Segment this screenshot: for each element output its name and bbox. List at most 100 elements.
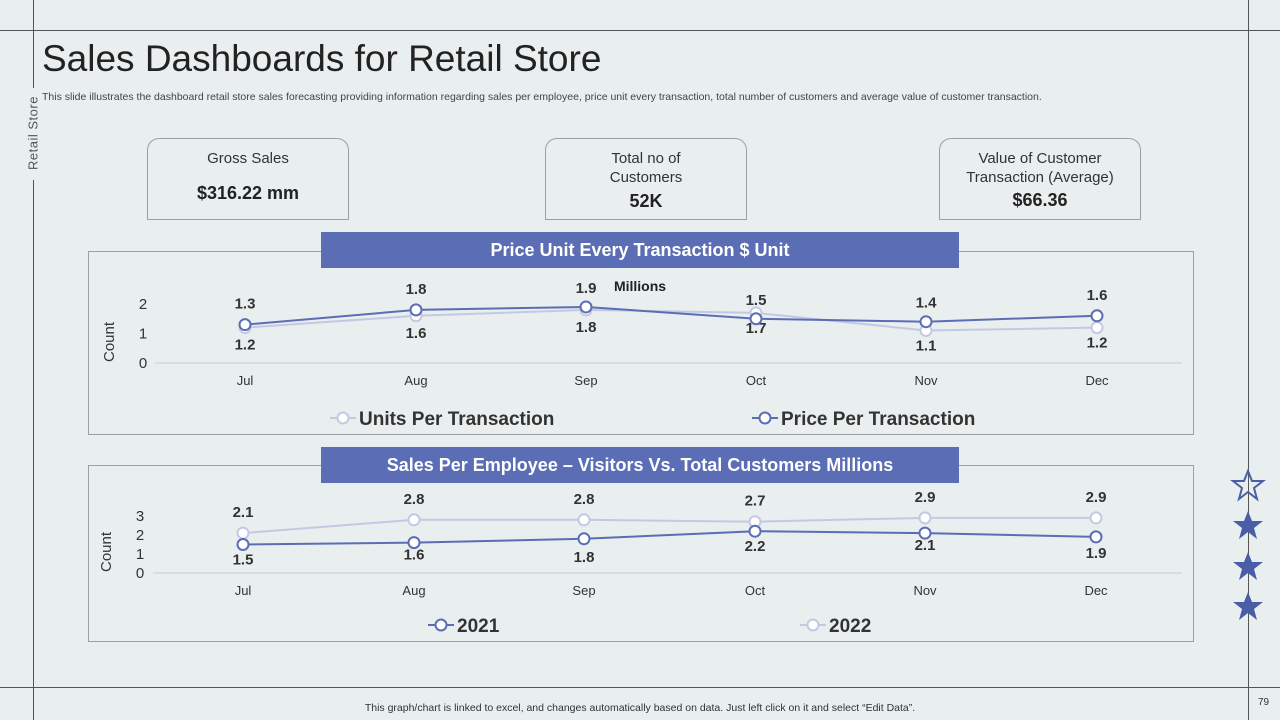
data-label: 1.2 — [235, 337, 256, 354]
x-tick-label: Oct — [746, 373, 767, 388]
x-tick-label: Sep — [574, 373, 597, 388]
kpi-value: $316.22 mm — [196, 183, 300, 203]
kpi-total-customers: Total no of Customers 52K — [545, 138, 747, 220]
chart-banner-price-unit: Price Unit Every Transaction $ Unit — [321, 232, 959, 268]
data-point — [577, 532, 591, 546]
y-tick-label: 0 — [139, 355, 147, 372]
data-label: 1.6 — [404, 547, 425, 564]
star-icon — [1233, 592, 1263, 620]
kpi-label: Total no of Customers — [609, 150, 683, 186]
series-line-price-per-transaction — [244, 305, 1098, 326]
data-label: 1.9 — [1086, 545, 1107, 562]
data-point — [236, 538, 250, 551]
x-tick-label: Oct — [745, 583, 766, 598]
data-point — [236, 526, 250, 540]
data-label: 2.9 — [915, 489, 936, 506]
page-number: 79 — [1258, 697, 1270, 708]
star-outline-icon — [1230, 468, 1266, 502]
frame-bottom-line — [0, 687, 1280, 688]
chart-banner-sales-employee: Sales Per Employee – Visitors Vs. Total … — [321, 447, 959, 483]
data-point — [918, 511, 932, 525]
chart-note: Millions — [614, 278, 666, 294]
data-label: 1.6 — [406, 325, 427, 342]
data-label: 1.6 — [1087, 287, 1108, 304]
y-tick-label: 3 — [136, 508, 144, 525]
data-point — [579, 300, 593, 314]
data-label: 2.2 — [745, 538, 766, 555]
data-label: 1.5 — [746, 292, 767, 309]
data-label: 1.8 — [576, 319, 597, 336]
x-tick-label: Jul — [235, 583, 252, 598]
kpi-label: Gross Sales — [207, 150, 289, 167]
data-label: 2.8 — [404, 491, 425, 508]
x-tick-label: Aug — [402, 583, 425, 598]
kpi-label: Value of Customer Transaction (Average) — [966, 150, 1114, 186]
y-axis-label: Count — [101, 321, 118, 362]
footer-note: This graph/chart is linked to excel, and… — [364, 702, 916, 714]
data-point — [919, 315, 933, 329]
kpi-gross-sales: Gross Sales $316.22 mm — [147, 138, 349, 220]
x-tick-label: Dec — [1085, 373, 1109, 388]
data-point — [577, 513, 591, 527]
data-label: 2.9 — [1086, 489, 1107, 506]
legend-label: 2021 — [457, 616, 500, 637]
data-point — [238, 318, 252, 332]
star-icon — [1233, 511, 1263, 539]
x-tick-label: Jul — [237, 373, 254, 388]
data-label: 1.3 — [235, 296, 256, 313]
x-tick-label: Sep — [572, 583, 595, 598]
kpi-value: $66.36 — [1012, 190, 1068, 210]
chart-panel-price-unit — [88, 251, 1194, 435]
data-point — [749, 312, 763, 326]
data-point — [407, 513, 421, 527]
data-point — [1089, 511, 1103, 525]
legend-marker — [434, 618, 448, 632]
data-label: 1.5 — [233, 552, 254, 569]
legend-marker — [758, 411, 772, 425]
data-point — [918, 526, 932, 540]
x-tick-label: Nov — [914, 373, 938, 388]
frame-left-line-top — [33, 0, 34, 88]
data-point — [407, 536, 421, 550]
series-line-2022 — [242, 516, 1096, 535]
data-label: 2.7 — [745, 493, 766, 510]
page-subtitle: This slide illustrates the dashboard ret… — [42, 91, 1042, 103]
data-label: 2.1 — [915, 537, 936, 554]
data-label: 1.7 — [746, 320, 767, 337]
series-line-units-per-transaction — [244, 308, 1098, 332]
data-label: 1.1 — [916, 338, 937, 355]
data-label: 2.1 — [233, 504, 254, 521]
legend-marker — [806, 618, 820, 632]
kpi-avg-transaction: Value of Customer Transaction (Average) … — [939, 138, 1141, 220]
data-label: 1.4 — [916, 295, 938, 312]
data-label: 2.8 — [574, 491, 595, 508]
legend-label: Units Per Transaction — [359, 409, 554, 430]
data-point — [1090, 309, 1104, 323]
data-point — [1089, 530, 1103, 544]
data-point — [748, 524, 762, 538]
y-tick-label: 2 — [139, 296, 147, 313]
frame-left-line-bottom — [33, 180, 34, 720]
y-tick-label: 2 — [136, 527, 144, 544]
star-icon — [1233, 552, 1263, 580]
y-axis-label: Count — [98, 531, 115, 572]
legend-label: 2022 — [829, 616, 871, 637]
data-label: 1.8 — [406, 281, 427, 298]
data-point — [409, 303, 423, 317]
page-title: Sales Dashboards for Retail Store — [42, 38, 602, 79]
kpi-value: 52K — [629, 191, 663, 211]
legend-label: Price Per Transaction — [781, 409, 975, 430]
data-label: 1.9 — [576, 280, 597, 297]
data-label: 1.2 — [1087, 335, 1108, 352]
data-point — [1090, 321, 1104, 335]
frame-right-line — [1248, 0, 1249, 720]
star-rating — [1230, 468, 1266, 620]
series-line-2021 — [242, 530, 1097, 546]
x-tick-label: Dec — [1084, 583, 1108, 598]
chart-panel-sales-employee — [88, 465, 1194, 642]
x-tick-label: Nov — [913, 583, 937, 598]
frame-top-line — [0, 30, 1280, 31]
y-tick-label: 1 — [136, 546, 144, 563]
legend-marker — [336, 411, 350, 425]
